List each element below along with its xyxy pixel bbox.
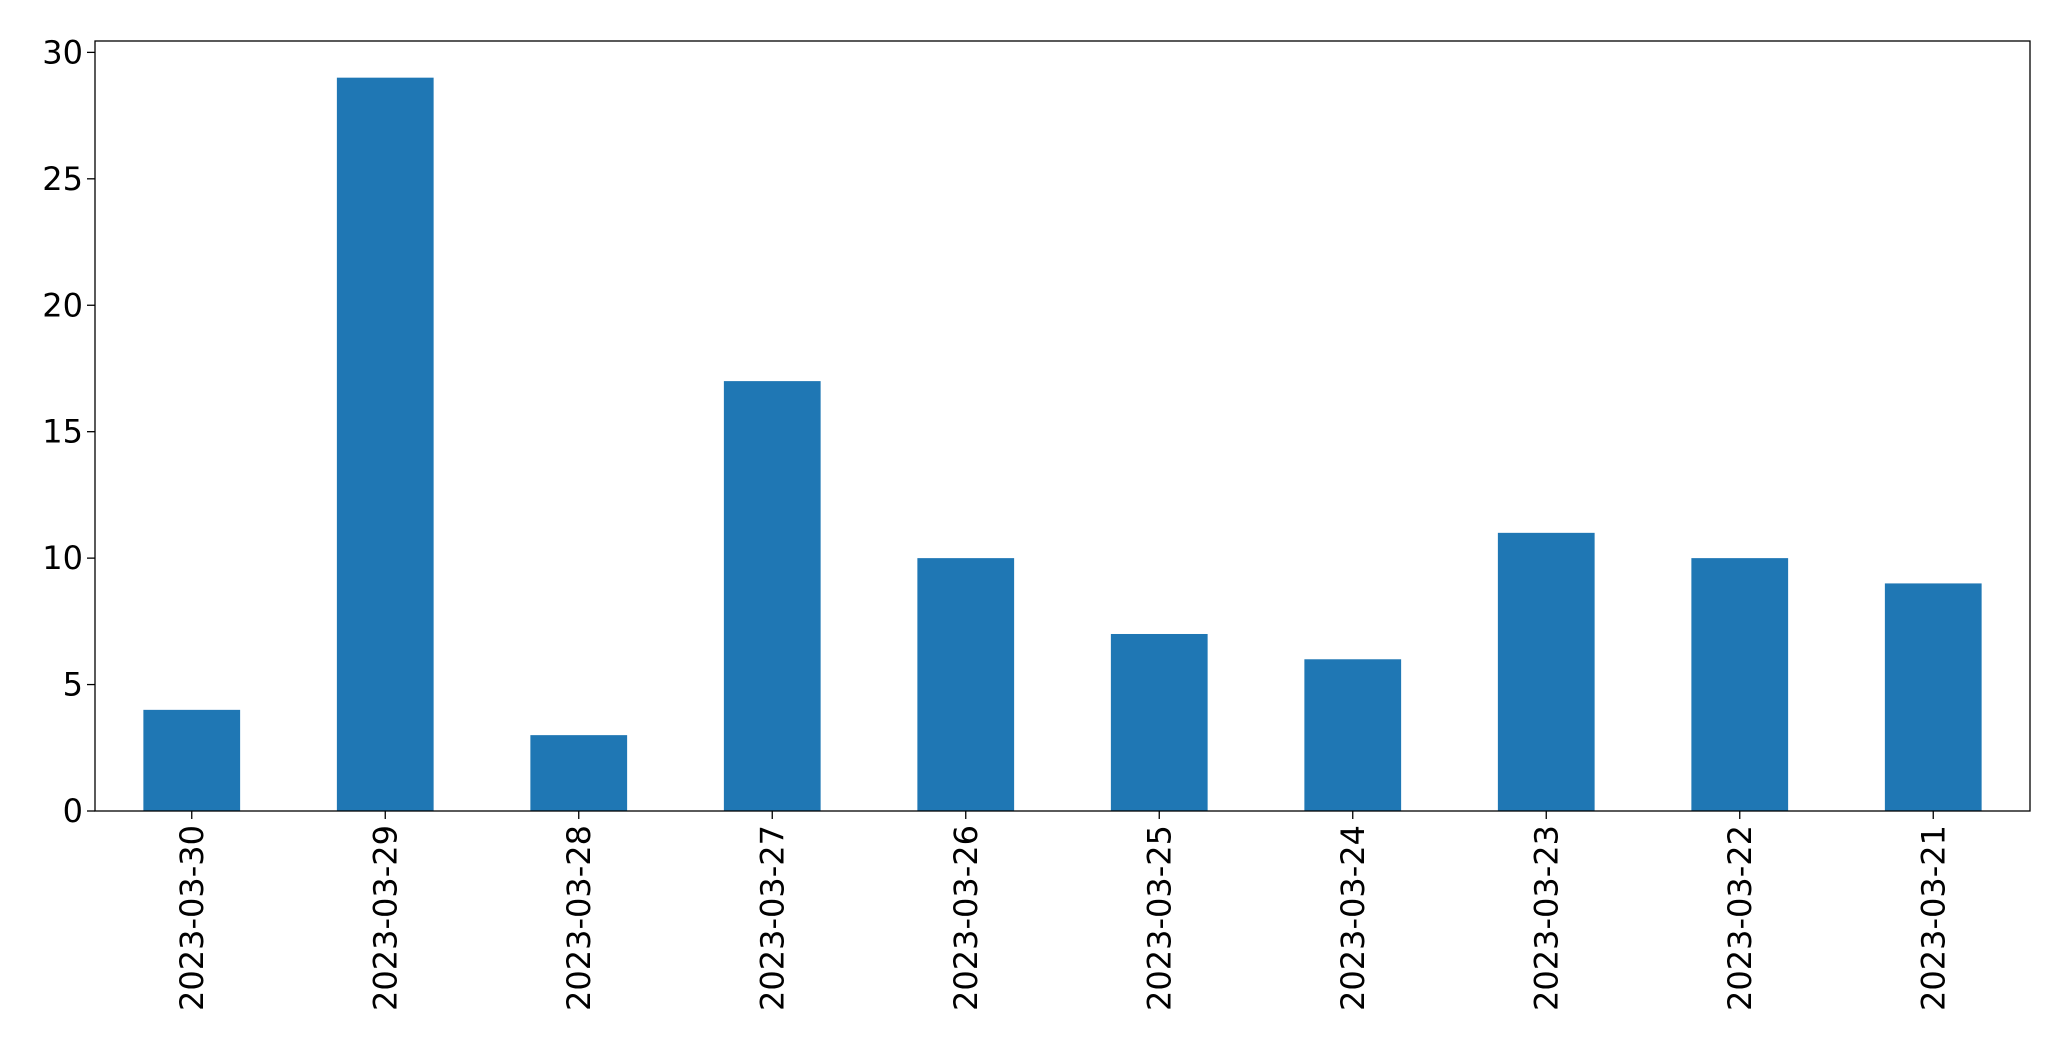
x-tick-label: 2023-03-30 — [173, 825, 211, 1011]
x-tick-label: 2023-03-28 — [560, 825, 598, 1011]
x-tick-label: 2023-03-29 — [366, 825, 404, 1011]
x-tick-label: 2023-03-23 — [1527, 825, 1565, 1011]
bar — [1304, 659, 1402, 811]
y-tick-label: 20 — [42, 286, 83, 324]
bar — [143, 709, 241, 811]
bar — [336, 77, 434, 811]
bar — [1691, 558, 1789, 811]
x-tick-label: 2023-03-27 — [753, 825, 791, 1011]
y-tick-label: 15 — [42, 413, 83, 451]
bar — [917, 558, 1015, 811]
bar — [1497, 532, 1595, 811]
axes-frame — [94, 40, 2031, 812]
bar — [723, 381, 821, 811]
x-tick-label: 2023-03-22 — [1721, 825, 1759, 1011]
x-tick-label: 2023-03-21 — [1914, 825, 1952, 1011]
y-tick-label: 5 — [63, 666, 83, 704]
bar — [1110, 633, 1208, 811]
x-tick-label: 2023-03-24 — [1334, 825, 1372, 1011]
x-tick-label: 2023-03-26 — [947, 825, 985, 1011]
bar — [1884, 583, 1982, 811]
x-tick-label: 2023-03-25 — [1140, 825, 1178, 1011]
y-tick-label: 10 — [42, 539, 83, 577]
y-tick-label: 30 — [42, 33, 83, 71]
bar — [530, 735, 628, 811]
y-tick-label: 0 — [63, 792, 83, 830]
y-tick-label: 25 — [42, 160, 83, 198]
